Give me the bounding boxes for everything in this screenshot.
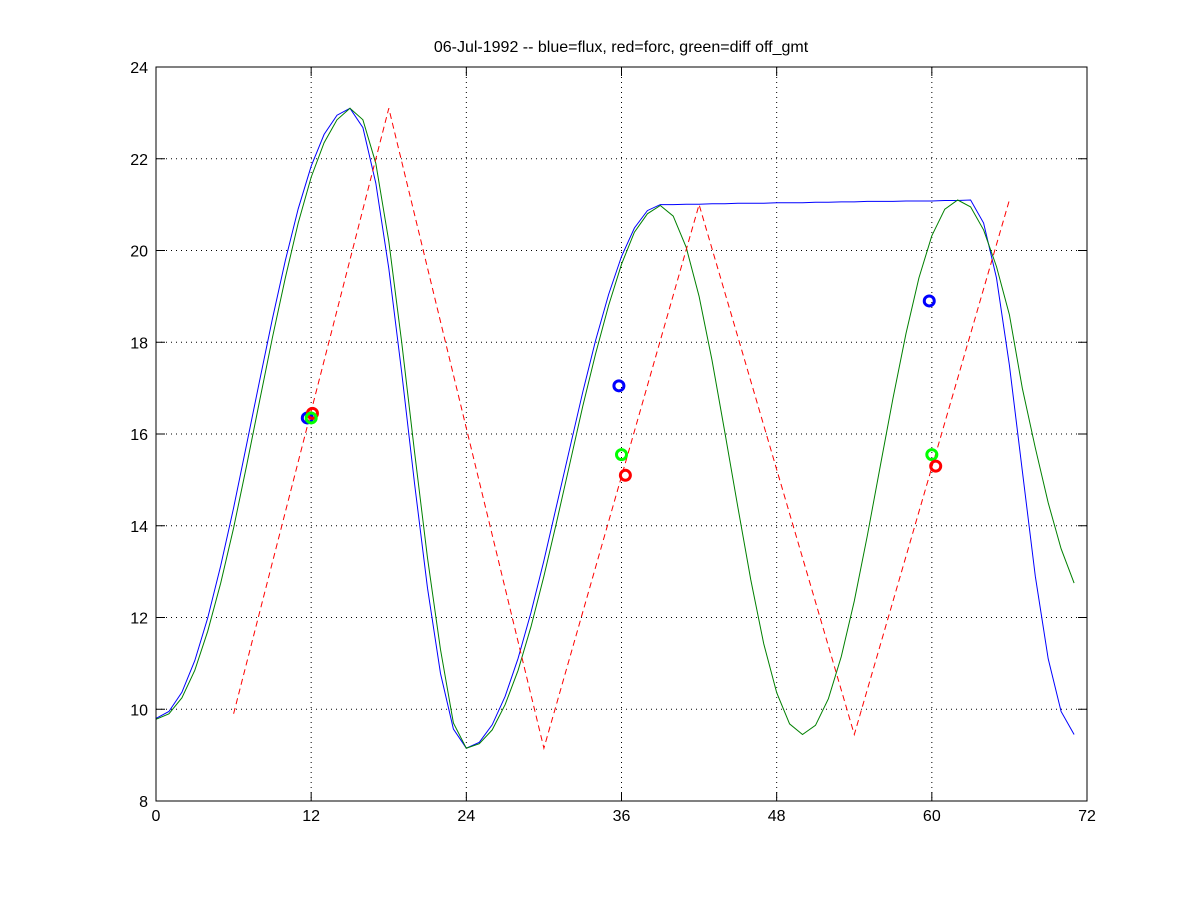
marker-diff <box>615 448 628 462</box>
marker-forc <box>929 459 943 473</box>
y-tick-label: 16 <box>130 427 148 444</box>
x-tick-label: 24 <box>457 808 475 825</box>
x-tick-label: 48 <box>768 808 786 825</box>
x-tick-label: 72 <box>1078 808 1096 825</box>
y-tick-label: 18 <box>130 335 148 352</box>
series-line-diff-off_gmt <box>155 107 1075 749</box>
series-line-forc <box>233 108 1010 751</box>
marker-flux <box>922 294 936 308</box>
y-tick-label: 20 <box>130 244 148 261</box>
series-group <box>155 107 1075 751</box>
marker-diff <box>304 411 318 425</box>
grid <box>156 67 1087 801</box>
marker-flux <box>612 379 626 393</box>
y-tick-label: 24 <box>130 60 148 77</box>
y-tick-label: 22 <box>130 152 148 169</box>
markers-group <box>300 294 943 482</box>
x-tick-label: 0 <box>152 808 161 825</box>
series-line-flux <box>155 107 1075 749</box>
marker-diff <box>925 448 939 462</box>
y-tick-label: 12 <box>130 611 148 628</box>
y-tick-label: 14 <box>130 519 148 536</box>
y-tick-label: 8 <box>139 794 148 811</box>
x-tick-label: 12 <box>302 808 320 825</box>
chart-title: 06-Jul-1992 -- blue=flux, red=forc, gree… <box>434 39 809 56</box>
x-tick-label: 60 <box>923 808 941 825</box>
marker-forc <box>618 468 632 482</box>
x-tick-label: 36 <box>613 808 631 825</box>
ticks: 0 12 24 36 48 60 72 8 10 12 14 16 18 20 22 24 <box>130 60 1096 825</box>
y-tick-label: 10 <box>130 702 148 719</box>
